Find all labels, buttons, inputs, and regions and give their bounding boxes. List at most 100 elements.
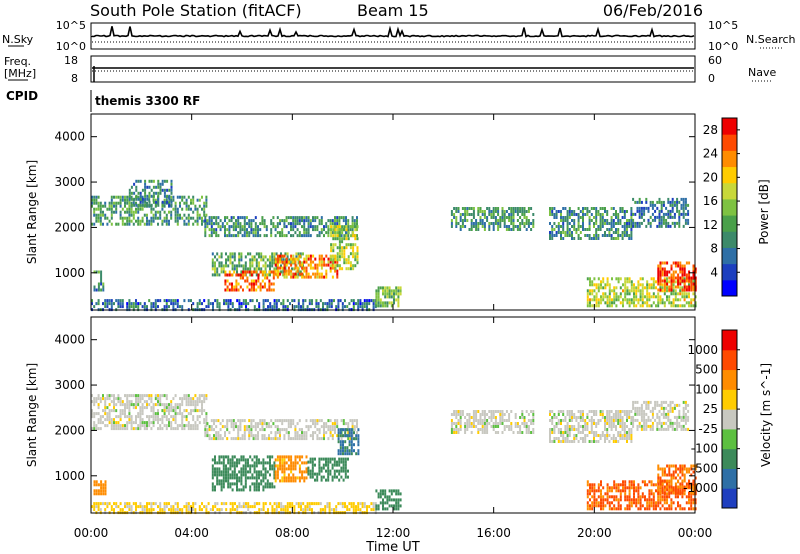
echo-cell [516, 219, 519, 222]
echo-cell [336, 469, 338, 473]
echo-cell [128, 415, 131, 419]
echo-cell [366, 505, 368, 509]
echo-cell [481, 428, 484, 431]
echo-cell [301, 434, 303, 438]
echo-cell [135, 201, 137, 205]
echo-cell [645, 412, 648, 416]
echo-cell [314, 216, 317, 220]
echo-cell [268, 434, 270, 438]
echo-cell [258, 252, 260, 256]
echo-cell [345, 237, 348, 241]
echo-cell [119, 210, 122, 214]
echo-cell [349, 252, 352, 256]
echo-cell [503, 216, 506, 219]
echo-cell [582, 207, 584, 210]
echo-cell [229, 476, 232, 480]
echo-cell [325, 422, 328, 426]
echo-cell [508, 428, 511, 431]
echo-cell [450, 219, 453, 222]
echo-cell [332, 225, 335, 229]
echo-cell [274, 458, 277, 462]
echo-cell [690, 288, 693, 292]
echo-cell [108, 412, 111, 416]
echo-cell [93, 397, 96, 401]
echo-cell [593, 437, 595, 440]
echo-cell [91, 505, 93, 509]
echo-cell [170, 216, 173, 220]
echo-cell [490, 222, 493, 225]
echo-cell [323, 437, 325, 441]
echo-cell [450, 213, 453, 216]
echo-cell [305, 437, 308, 441]
echo-cell [657, 301, 660, 305]
echo-cell [257, 285, 260, 289]
echo-cell [231, 305, 234, 309]
echo-cell [490, 410, 493, 413]
echo-cell [231, 285, 233, 289]
echo-cell [157, 403, 159, 407]
echo-cell [606, 298, 609, 302]
echo-cell [342, 434, 344, 438]
echo-cell [93, 400, 96, 404]
echo-cell [597, 228, 600, 231]
echo-cell [266, 461, 269, 465]
echo-cell [514, 413, 517, 416]
echo-cell [623, 222, 626, 225]
echo-cell [512, 216, 515, 219]
echo-cell [352, 249, 355, 253]
echo-cell [216, 273, 219, 277]
echo-cell [273, 267, 276, 271]
echo-cell [270, 425, 273, 429]
echo-cell [246, 216, 248, 220]
echo-cell [121, 207, 124, 211]
echo-cell [294, 231, 297, 235]
echo-cell [224, 228, 226, 232]
echo-cell [628, 280, 631, 284]
echo-cell [667, 403, 670, 407]
echo-cell [687, 203, 690, 207]
echo-cell [316, 266, 319, 270]
echo-cell [339, 449, 342, 453]
echo-cell [670, 273, 673, 277]
echo-cell [148, 198, 151, 202]
echo-cell [636, 400, 639, 404]
echo-cell [296, 228, 299, 232]
echo-cell [316, 437, 319, 441]
echo-cell [571, 428, 573, 431]
echo-cell [455, 225, 458, 228]
echo-cell [318, 460, 321, 464]
echo-cell [124, 505, 126, 509]
echo-cell [638, 209, 641, 213]
echo-cell [497, 425, 500, 428]
echo-cell [604, 292, 607, 296]
echo-cell [201, 400, 203, 404]
echo-cell [494, 416, 497, 419]
echo-cell [305, 228, 308, 232]
echo-cell [150, 219, 153, 223]
echo-cell [283, 225, 286, 229]
echo-cell [660, 221, 663, 225]
echo-cell [257, 425, 259, 429]
echo-cell [628, 277, 631, 281]
echo-cell [577, 225, 580, 228]
echo-cell [382, 498, 384, 502]
echo-cell [483, 422, 486, 425]
echo-cell [692, 267, 695, 271]
echo-cell [658, 197, 661, 201]
echo-cell [564, 425, 567, 428]
echo-cell [309, 460, 312, 464]
echo-cell [346, 305, 349, 309]
echo-cell [379, 492, 382, 496]
echo-cell [595, 292, 598, 296]
echo-cell [172, 299, 175, 303]
echo-cell [187, 412, 190, 416]
echo-cell [674, 295, 677, 299]
echo-cell [612, 231, 615, 234]
echo-cell [237, 216, 240, 220]
echo-cell [308, 302, 311, 306]
echo-cell [628, 304, 631, 308]
echo-cell [283, 455, 286, 459]
echo-cell [582, 222, 584, 225]
echo-cell [234, 502, 236, 506]
echo-cell [159, 427, 162, 431]
